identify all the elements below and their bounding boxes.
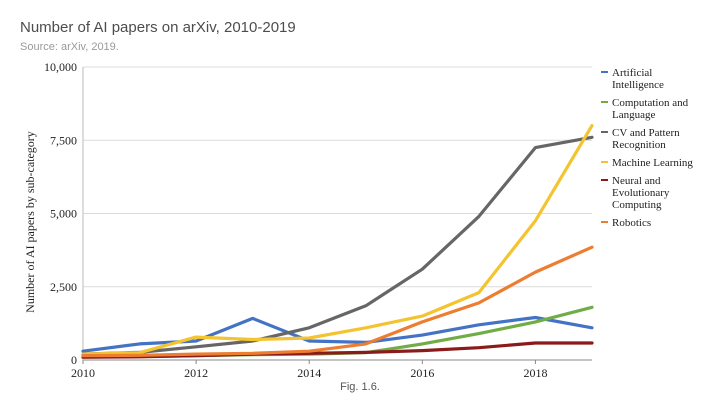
y-tick-label: 0	[71, 353, 77, 367]
figure-caption: Fig. 1.6.	[340, 381, 380, 393]
y-tick-label: 2,500	[50, 280, 77, 294]
y-axis-label: Number of AI papers by sub-category	[23, 131, 37, 313]
legend-label: Artificial Intelligence	[612, 67, 664, 91]
legend-item: Machine Learning	[601, 157, 693, 169]
legend-label: Robotics	[612, 217, 651, 229]
legend-label: Machine Learning	[612, 157, 693, 169]
series-line	[81, 123, 594, 356]
y-tick-label: 10,000	[44, 60, 77, 74]
legend: Artificial Intelligence Computation and Lan…	[601, 67, 693, 229]
legend-label: CV and Pattern Recognition	[612, 127, 680, 151]
legend-item: Robotics	[601, 217, 651, 229]
x-tick-label: 2012	[184, 366, 208, 380]
axes: 0 2,500 5,000 7,500 10,000 2010 2012 2014 2016 20…	[44, 60, 547, 380]
y-tick-label: 7,500	[50, 133, 77, 147]
legend-label: Computation and Language	[612, 97, 689, 121]
legend-label: Neural and Evolutionary Computing	[612, 175, 670, 211]
chart-title: Number of AI papers on arXiv, 2010-2019	[20, 19, 296, 36]
legend-item: Computation and Language	[601, 97, 689, 121]
y-tick-label: 5,000	[50, 207, 77, 221]
series-line	[81, 135, 594, 356]
x-tick-label: 2010	[71, 366, 95, 380]
x-tick-label: 2016	[410, 366, 434, 380]
legend-item: CV and Pattern Recognition	[601, 127, 680, 151]
series-line	[81, 315, 594, 353]
legend-item: Artificial Intelligence	[601, 67, 664, 91]
series-lines	[81, 123, 594, 359]
chart-subtitle: Source: arXiv, 2019.	[20, 41, 119, 53]
x-tick-label: 2018	[523, 366, 547, 380]
x-tick-label: 2014	[297, 366, 321, 380]
series-line	[81, 245, 594, 358]
legend-item: Neural and Evolutionary Computing	[601, 175, 670, 211]
